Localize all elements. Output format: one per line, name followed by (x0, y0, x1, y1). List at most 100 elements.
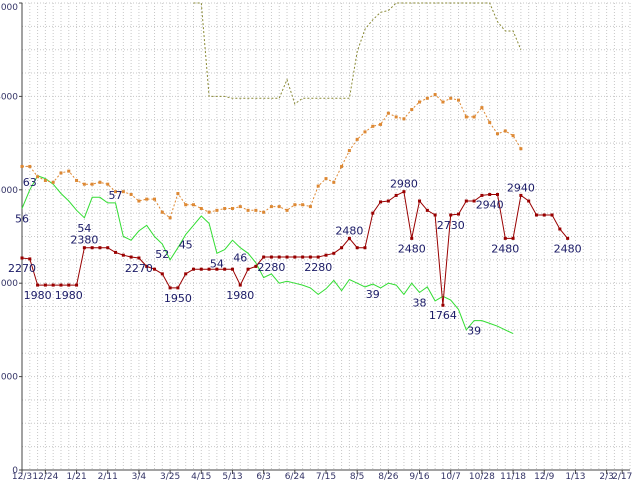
series-2-point (59, 283, 63, 287)
x-tick-label: 9/16 (409, 472, 429, 480)
series-2-point (301, 255, 305, 259)
data-label: 38 (413, 297, 427, 310)
series-1-point (75, 178, 79, 182)
series-2-point (316, 255, 320, 259)
series-line-1 (22, 93, 522, 219)
series-1-point (472, 115, 476, 119)
series-1-point (410, 107, 414, 111)
x-tick-label: 11/18 (500, 472, 526, 480)
series-1-point (519, 147, 523, 151)
series-1-point (511, 134, 515, 138)
series-2-point (480, 193, 484, 197)
data-label: 63 (23, 176, 37, 189)
series-1-point (67, 169, 71, 173)
series-1-point (379, 122, 383, 126)
series-2-point (43, 283, 47, 287)
series-lines (20, 2, 570, 335)
data-label: 52 (155, 248, 169, 261)
series-2-point (449, 213, 453, 217)
series-1-point (230, 206, 234, 210)
series-1-point (332, 180, 336, 184)
x-tick-label: 7/15 (316, 472, 336, 480)
y-tick-label: 3000 (0, 186, 18, 196)
series-1-point (43, 178, 47, 182)
series-1-point (20, 164, 24, 168)
series-2-point (363, 246, 367, 250)
x-tick-label: 12/9 (534, 472, 554, 480)
x-tick-label: 8/5 (350, 472, 364, 480)
series-1-point (340, 164, 344, 168)
series-2-point (230, 267, 234, 271)
series-2-point (28, 257, 32, 261)
series-2-point (223, 267, 227, 271)
series-2-point (82, 246, 86, 250)
series-2-point (410, 236, 414, 240)
series-2-point (246, 267, 250, 271)
series-2-point (160, 272, 164, 276)
series-1-point (184, 203, 188, 207)
series-2-point (519, 193, 523, 197)
data-label: 2480 (335, 224, 363, 237)
data-label: 1764 (429, 309, 457, 322)
series-1-point (464, 115, 468, 119)
x-tick-label: 12/3 (12, 472, 32, 480)
data-label: 2480 (554, 242, 582, 255)
series-2-point (355, 246, 359, 250)
series-2-point (137, 256, 141, 260)
series-1-point (386, 111, 390, 115)
series-1-point (223, 206, 227, 210)
series-1-point (199, 206, 203, 210)
series-1-point (324, 177, 328, 181)
series-1-point (269, 205, 273, 209)
series-2-point (36, 283, 40, 287)
series-1-point (145, 197, 149, 201)
series-2-point (566, 236, 570, 240)
series-1-point (425, 96, 429, 100)
series-2-point (90, 246, 94, 250)
series-2-point (527, 199, 531, 203)
series-2-point (176, 286, 180, 290)
series-2-point (75, 283, 79, 287)
series-2-point (472, 199, 476, 203)
series-2-point (215, 267, 219, 271)
series-1-point (176, 192, 180, 196)
x-tick-label: 1/21 (66, 472, 86, 480)
series-1-point (129, 192, 133, 196)
series-2-point (402, 190, 406, 194)
series-1-point (36, 175, 40, 179)
series-1-point (495, 132, 499, 136)
x-tick-label: 8/26 (378, 472, 398, 480)
series-2-point (379, 200, 383, 204)
data-label: 54 (77, 222, 91, 235)
series-1-point (254, 208, 258, 212)
y-axis-ticks: 0 1000 2000 3000 4000 5000 (0, 2, 22, 476)
data-label: 46 (233, 252, 247, 265)
series-1-point (418, 100, 422, 104)
series-2-point (418, 199, 422, 203)
series-2-point (347, 236, 351, 240)
series-1-point (355, 137, 359, 141)
series-2-point (394, 193, 398, 197)
x-tick-label: 2/17 (612, 472, 632, 480)
series-1-point (90, 182, 94, 186)
series-2-point (269, 255, 273, 259)
series-1-point (433, 93, 437, 97)
data-label: 2270 (125, 262, 153, 275)
series-2-point (153, 267, 157, 271)
series-2-point (129, 255, 133, 259)
series-1-point (441, 100, 445, 104)
series-line-0 (21, 175, 514, 335)
series-1-point (82, 182, 86, 186)
x-tick-label: 10/7 (441, 472, 461, 480)
data-label: 2480 (398, 242, 426, 255)
series-2-point (433, 213, 437, 217)
series-2-point (67, 283, 71, 287)
data-label: 1980 (24, 289, 52, 302)
series-1-point (168, 216, 172, 220)
series-1-point (480, 106, 484, 110)
series-2-point (340, 246, 344, 250)
series-2-point (308, 255, 312, 259)
series-1-point (28, 164, 32, 168)
series-1-point (160, 210, 164, 214)
